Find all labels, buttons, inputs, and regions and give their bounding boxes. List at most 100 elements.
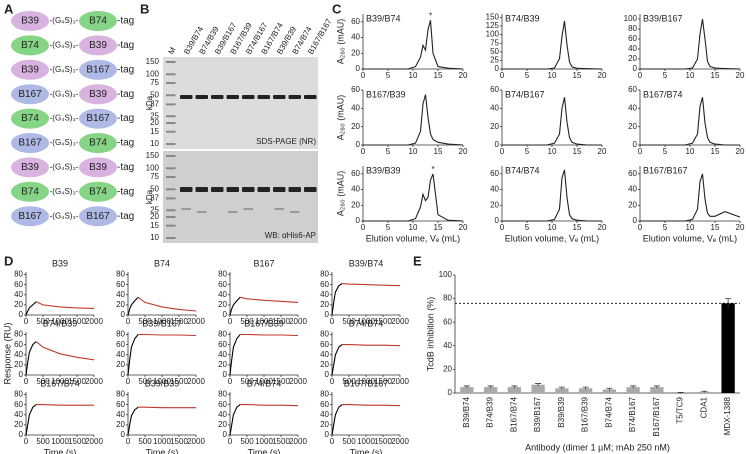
domain-oval — [79, 35, 117, 56]
y-tick-label: 20 — [218, 420, 227, 429]
x-tick-label: 0 — [500, 71, 505, 80]
y-tick-label: 40 — [628, 44, 637, 53]
linker-label: -(G₄S)₃- — [50, 41, 79, 50]
y-tick-label: 60 — [116, 340, 125, 349]
data-line — [229, 334, 241, 376]
domain-label: B167 — [86, 113, 110, 124]
x-tick-label: 2000 — [85, 317, 103, 326]
y-tick-label: 20 — [14, 420, 23, 429]
x-tick-label: 5 — [386, 147, 391, 156]
sample-band — [242, 95, 255, 99]
data-line — [127, 406, 139, 436]
x-tick-label: 500 — [36, 317, 50, 326]
y-tick-label: 20 — [628, 122, 637, 131]
x-tick-label: 1000 — [51, 317, 69, 326]
x-tick-label: B74/B74 — [604, 396, 613, 427]
y-tick-label: 60 — [628, 169, 637, 178]
bar — [626, 387, 640, 393]
x-tick-label: 10 — [686, 71, 695, 80]
y-tick-label: 20 — [218, 300, 227, 309]
domain-oval — [11, 206, 49, 227]
x-tick-label: 500 — [240, 377, 254, 386]
x-tick-label: 0 — [330, 317, 335, 326]
x-axis-label: Elution volume, Vₑ (mL) — [505, 233, 599, 243]
marker-band — [166, 81, 176, 84]
marker-band — [166, 197, 176, 200]
mw-label: 37 — [150, 193, 159, 202]
peak-marker: * — [431, 165, 434, 174]
y-tick-label: 40 — [14, 350, 23, 359]
y-tick-label: 100 — [439, 270, 453, 279]
marker-band — [166, 61, 176, 63]
tag-label: -tag — [117, 186, 134, 197]
error-bar — [677, 392, 684, 394]
x-tick-label: 2000 — [187, 437, 205, 446]
y-tick-label: 60 — [443, 317, 452, 326]
sample-band — [195, 187, 208, 192]
tag-label: -tag — [117, 211, 134, 222]
sample-band — [288, 187, 301, 192]
domain-oval — [79, 84, 117, 105]
sample-band — [242, 187, 255, 192]
sample-band — [226, 187, 239, 192]
y-tick-label: 75 — [490, 38, 499, 47]
minor-band — [181, 208, 191, 210]
marker-band — [166, 216, 176, 219]
y-tick-label: 40 — [218, 350, 227, 359]
data-line — [363, 94, 464, 146]
x-tick-label: 1000 — [51, 437, 69, 446]
chart-title: B167/B74 — [643, 89, 683, 99]
domain-label: B74 — [89, 186, 107, 197]
chart-title: B39/B39 — [145, 378, 180, 388]
x-tick-label: 1000 — [357, 317, 375, 326]
x-tick-label: B39/B74 — [462, 396, 471, 427]
data-line — [502, 169, 602, 222]
y-tick-label: 0 — [633, 216, 638, 225]
y-tick-label: 25 — [490, 56, 499, 65]
y-tick-label: 40 — [628, 103, 637, 112]
marker-band — [166, 73, 176, 76]
domain-oval — [11, 133, 49, 153]
x-tick-label: 0 — [638, 223, 643, 232]
chart-title: B39/B74 — [349, 258, 384, 268]
x-tick-label: 5 — [386, 223, 391, 232]
mw-label: 150 — [146, 151, 160, 160]
y-tick-label: 60 — [14, 280, 23, 289]
data-line — [25, 404, 37, 436]
y-tick-label: 40 — [628, 185, 637, 194]
bar — [721, 303, 735, 393]
panel-label: A — [4, 1, 14, 16]
y-tick-label: 0 — [121, 370, 126, 379]
data-line — [342, 404, 401, 407]
y-tick-label: 80 — [116, 270, 125, 279]
chart-title: B74 — [154, 258, 170, 268]
domain-label: B167 — [18, 138, 42, 149]
x-tick-label: 1000 — [255, 317, 273, 326]
chart-title: B167/B167 — [643, 165, 688, 175]
sample-band — [211, 95, 224, 99]
marker-band — [166, 175, 176, 178]
x-tick-label: 20 — [736, 71, 745, 80]
y-tick-label: 60 — [320, 280, 329, 289]
y-tick-label: 60 — [351, 169, 360, 178]
domain-label: B39 — [21, 16, 39, 27]
domain-oval — [79, 108, 117, 129]
y-tick-label: 20 — [116, 300, 125, 309]
x-tick-label: 2000 — [85, 437, 103, 446]
data-line — [342, 344, 401, 347]
data-line — [127, 296, 139, 316]
domain-label: B39 — [21, 162, 39, 173]
y-tick-label: 40 — [351, 185, 360, 194]
mw-label: 50 — [150, 90, 159, 99]
domain-label: B74 — [89, 16, 107, 27]
error-bar — [701, 390, 708, 393]
x-tick-label: 20 — [598, 71, 607, 80]
sample-band — [226, 95, 239, 99]
x-tick-label: 5 — [386, 71, 391, 80]
bar — [555, 388, 569, 393]
minor-band — [290, 211, 300, 213]
x-tick-label: 20 — [459, 223, 468, 232]
x-tick-label: B74/B39 — [486, 396, 495, 427]
y-tick-label: 80 — [320, 390, 329, 399]
